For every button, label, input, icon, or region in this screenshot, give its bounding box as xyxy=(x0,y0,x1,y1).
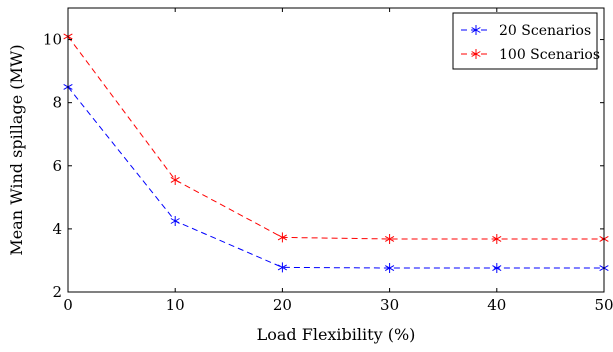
x-tick-label: 20 xyxy=(273,296,292,314)
x-tick-label: 30 xyxy=(380,296,399,314)
legend-item: 20 Scenarios xyxy=(461,23,591,39)
x-tick-label: 0 xyxy=(63,296,73,314)
y-tick-label: 8 xyxy=(52,94,62,112)
legend-label: 100 Scenarios xyxy=(499,47,600,63)
data-point xyxy=(277,232,287,243)
x-axis-label: Load Flexibility (%) xyxy=(257,325,416,344)
x-tick-label: 40 xyxy=(487,296,506,314)
data-point xyxy=(170,174,180,185)
y-tick-label: 2 xyxy=(52,283,62,301)
legend: 20 Scenarios 100 Scenarios xyxy=(452,12,600,70)
data-point xyxy=(492,263,502,274)
legend-box xyxy=(452,12,598,70)
data-point xyxy=(170,216,180,226)
x-tick-label: 10 xyxy=(166,296,185,314)
legend-item: 100 Scenarios xyxy=(461,47,600,63)
y-axis-label: Mean Wind spillage (MW) xyxy=(7,44,26,255)
series-1 xyxy=(63,81,609,274)
series-line xyxy=(67,36,604,240)
x-tick-label: 50 xyxy=(594,296,613,314)
data-point xyxy=(385,233,395,244)
plot-marks xyxy=(63,31,609,274)
series-2 xyxy=(63,31,609,244)
y-tick-label: 4 xyxy=(52,220,62,238)
data-point xyxy=(277,262,287,273)
axis-ticks: 0 10 20 30 40 50 2 4 6 8 10 xyxy=(43,8,613,314)
legend-label: 20 Scenarios xyxy=(499,23,591,39)
series-line xyxy=(67,86,604,269)
data-point xyxy=(385,263,395,274)
y-tick-label: 10 xyxy=(43,31,62,49)
legend-marker xyxy=(471,25,481,35)
y-tick-label: 6 xyxy=(52,157,62,175)
legend-marker xyxy=(471,49,481,59)
plot-frame xyxy=(67,7,605,293)
data-point xyxy=(492,233,502,244)
